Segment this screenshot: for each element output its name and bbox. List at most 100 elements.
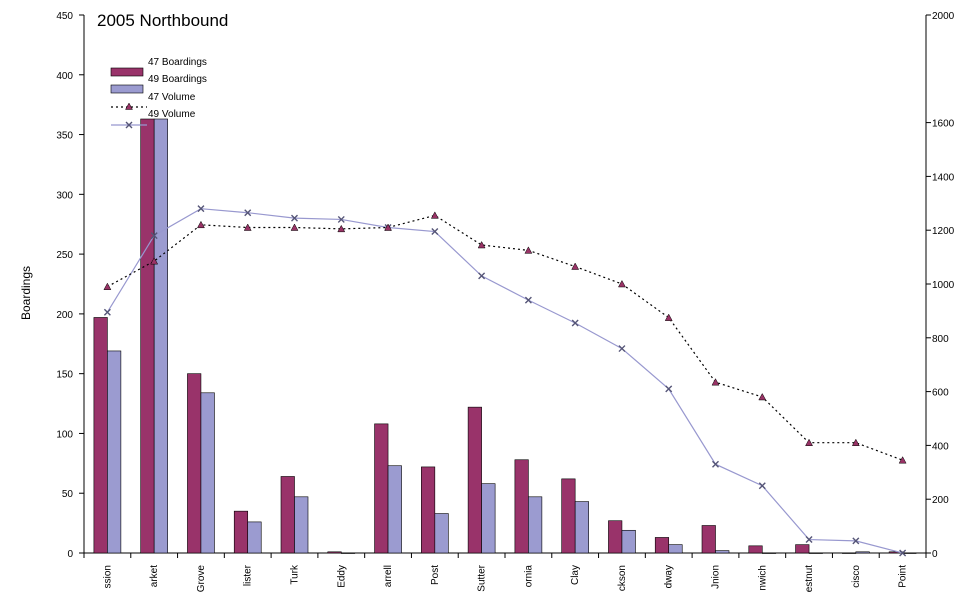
bar <box>294 496 309 554</box>
lines <box>103 205 907 557</box>
point-47-volume <box>290 223 299 231</box>
right-tick-label: 1200 <box>932 226 955 237</box>
bar <box>153 118 168 554</box>
legend-marker-47-volume <box>125 102 133 110</box>
left-tick-label: 250 <box>56 250 73 261</box>
point-47-volume <box>898 456 907 464</box>
point-49-volume <box>197 205 205 213</box>
x-tick-label: estnut <box>804 565 815 592</box>
point-49-volume <box>571 319 579 327</box>
legend-label: 49 Boardings <box>148 74 207 85</box>
bar <box>340 552 356 554</box>
bar <box>434 513 449 554</box>
point-47-volume <box>430 211 439 219</box>
left-tick-label: 300 <box>56 190 73 201</box>
point-47-volume <box>477 240 486 249</box>
bar <box>233 510 249 554</box>
bar <box>107 350 122 554</box>
x-tick-label: dway <box>664 565 675 588</box>
bar <box>374 423 389 554</box>
legend-swatch-47-boardings <box>110 67 144 77</box>
bar <box>140 118 155 554</box>
right-tick-label: 1000 <box>932 280 955 291</box>
bar <box>561 478 576 554</box>
legend: 47 Boardings 49 Boardings 47 Volume 49 Volu… <box>110 57 207 129</box>
bar <box>855 551 870 554</box>
point-47-volume <box>243 223 252 231</box>
bar <box>93 317 108 554</box>
point-47-volume <box>384 223 392 231</box>
point-49-volume <box>618 345 626 353</box>
point-47-volume <box>618 279 626 288</box>
x-tick-label: nwich <box>757 565 768 591</box>
x-tick-label: Turk <box>290 564 301 585</box>
series-line-47-volume <box>107 214 903 461</box>
left-tick-label: 150 <box>56 370 73 381</box>
right-tick-label: 1600 <box>932 119 955 130</box>
x-tick-label: ssion <box>102 565 113 588</box>
bar <box>528 496 543 554</box>
legend-label: 47 Boardings <box>148 57 207 68</box>
point-47-volume <box>103 282 112 290</box>
y-axis-label: Boardings <box>19 266 33 320</box>
x-tick-label: ckson <box>617 565 628 591</box>
legend-label: 49 Volume <box>148 109 196 120</box>
point-47-volume <box>851 438 860 446</box>
legend-swatch-49-boardings <box>110 84 144 94</box>
left-tick-label: 350 <box>56 131 73 142</box>
bar <box>668 544 683 554</box>
x-tick-label: arket <box>149 565 160 587</box>
left-tick-label: 50 <box>62 489 74 500</box>
point-47-volume <box>805 438 813 446</box>
point-49-volume <box>712 460 719 468</box>
point-47-volume <box>571 262 580 270</box>
bar <box>514 459 529 554</box>
bar <box>421 466 436 554</box>
point-47-volume <box>337 224 346 233</box>
point-49-volume <box>337 215 345 223</box>
bar <box>280 476 295 554</box>
bar <box>200 392 215 554</box>
bar <box>327 551 342 554</box>
right-tick-label: 1400 <box>932 172 955 183</box>
bar <box>574 501 589 554</box>
point-49-volume <box>478 272 486 280</box>
series-line-49-volume <box>106 208 903 554</box>
bars <box>93 118 917 554</box>
x-tick-label: Clay <box>570 565 581 585</box>
point-47-volume <box>711 378 720 386</box>
x-tick-label: lister <box>243 564 254 586</box>
left-tick-label: 400 <box>56 71 73 82</box>
point-49-volume <box>150 232 158 240</box>
left-tick-label: 200 <box>56 310 73 321</box>
bar <box>902 552 917 554</box>
x-tick-label: Point <box>898 565 909 588</box>
point-47-volume <box>664 313 673 321</box>
bar <box>701 525 716 554</box>
point-49-volume <box>805 536 813 544</box>
bar <box>621 529 636 554</box>
left-tick-label: 450 <box>56 11 73 22</box>
bar <box>387 465 402 554</box>
chart-title: 2005 Northbound <box>97 11 228 30</box>
bar <box>481 483 496 554</box>
bar <box>748 545 763 554</box>
point-47-volume <box>197 220 205 229</box>
x-tick-label: Eddy <box>336 565 347 588</box>
bar <box>795 544 810 554</box>
x-tick-label: ornia <box>523 565 534 588</box>
bar <box>467 406 482 554</box>
x-tick-label: Grove <box>196 565 207 593</box>
right-tick-label: 2000 <box>932 11 955 22</box>
point-49-volume <box>899 549 907 557</box>
point-47-volume <box>524 246 533 254</box>
left-tick-label: 100 <box>56 429 73 440</box>
x-tick-label: Sutter <box>477 564 488 591</box>
point-49-volume <box>758 482 766 490</box>
x-tick-label: cisco <box>851 565 862 588</box>
point-49-volume <box>852 537 860 545</box>
axes: 0 50 100 150 200 250 300 350 400 450 0 200 400 600 800… <box>56 11 954 592</box>
right-tick-label: 800 <box>932 334 949 345</box>
